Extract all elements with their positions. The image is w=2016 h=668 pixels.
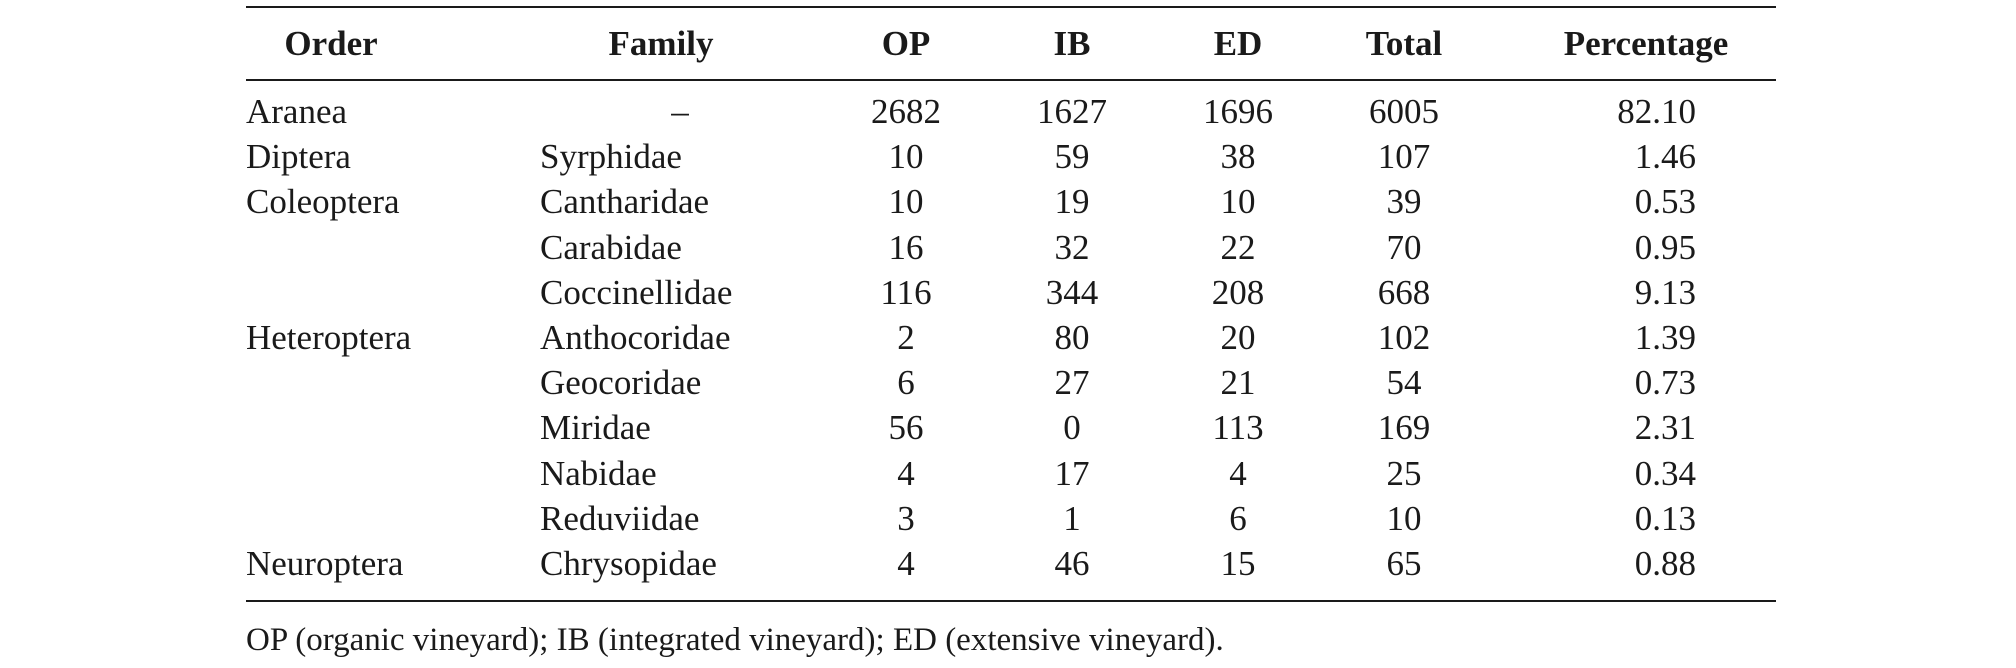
cell-percentage: 1.46: [1634, 137, 1696, 176]
table-row: Coleoptera Cantharidae 10 19 10 39 0.53: [246, 180, 1776, 225]
header-op: OP: [881, 24, 931, 63]
cell-ib: 344: [1045, 273, 1099, 312]
table-row: Nabidae 4 17 4 25 0.34: [246, 452, 1776, 497]
cell-family: Coccinellidae: [540, 273, 733, 312]
table-row: Aranea – 2682 1627 1696 6005 82.10: [246, 90, 1776, 135]
cell-ib: 32: [1054, 228, 1090, 267]
cell-ed: 113: [1212, 408, 1264, 447]
table-row: Reduviidae 3 1 6 10 0.13: [246, 497, 1776, 542]
table-row: Miridae 56 0 113 169 2.31: [246, 406, 1776, 451]
cell-percentage: 0.88: [1634, 544, 1696, 583]
cell-op: 2682: [871, 92, 941, 131]
cell-total: 39: [1386, 182, 1422, 221]
cell-total: 102: [1377, 318, 1431, 357]
table-header-row: Order Family OP IB ED Total Percentage: [246, 22, 1776, 66]
cell-ib: 59: [1054, 137, 1090, 176]
header-percentage: Percentage: [1563, 24, 1729, 63]
cell-total: 107: [1377, 137, 1431, 176]
cell-percentage: 82.10: [1617, 92, 1696, 131]
cell-op: 56: [888, 408, 924, 447]
header-ed: ED: [1213, 24, 1263, 63]
cell-ib: 1627: [1037, 92, 1107, 131]
cell-total: 54: [1386, 363, 1422, 402]
cell-op: 4: [897, 544, 915, 583]
cell-percentage: 0.13: [1634, 499, 1696, 538]
cell-percentage: 9.13: [1634, 273, 1696, 312]
table-row: Neuroptera Chrysopidae 4 46 15 65 0.88: [246, 542, 1776, 587]
cell-ib: 27: [1054, 363, 1090, 402]
cell-ed: 22: [1220, 228, 1256, 267]
cell-ed: 21: [1220, 363, 1256, 402]
table-top-rule: [246, 6, 1776, 8]
cell-family: Syrphidae: [540, 137, 682, 176]
cell-ed: 6: [1229, 499, 1247, 538]
cell-family: Carabidae: [540, 228, 682, 267]
cell-family: –: [671, 92, 689, 131]
header-total: Total: [1365, 24, 1443, 63]
cell-family: Chrysopidae: [540, 544, 717, 583]
cell-percentage: 1.39: [1634, 318, 1696, 357]
cell-op: 2: [897, 318, 915, 357]
cell-percentage: 0.34: [1634, 454, 1696, 493]
cell-family: Reduviidae: [540, 499, 700, 538]
cell-op: 3: [897, 499, 915, 538]
cell-order: Heteroptera: [246, 318, 412, 357]
cell-total: 169: [1377, 408, 1431, 447]
cell-ed: 208: [1211, 273, 1265, 312]
cell-order: Diptera: [246, 137, 351, 176]
cell-op: 6: [897, 363, 915, 402]
cell-ed: 10: [1220, 182, 1256, 221]
cell-op: 10: [888, 182, 924, 221]
cell-percentage: 0.73: [1634, 363, 1696, 402]
table-row: Carabidae 16 32 22 70 0.95: [246, 226, 1776, 271]
table-row: Heteroptera Anthocoridae 2 80 20 102 1.39: [246, 316, 1776, 361]
table-row: Diptera Syrphidae 10 59 38 107 1.46: [246, 135, 1776, 180]
cell-family: Anthocoridae: [540, 318, 731, 357]
table-header-rule: [246, 79, 1776, 81]
cell-order: Aranea: [246, 92, 348, 131]
cell-family: Geocoridae: [540, 363, 702, 402]
cell-total: 6005: [1369, 92, 1439, 131]
cell-order: Neuroptera: [246, 544, 404, 583]
cell-ed: 15: [1220, 544, 1256, 583]
cell-ib: 0: [1063, 408, 1081, 447]
cell-ed: 20: [1220, 318, 1256, 357]
header-family: Family: [608, 24, 714, 63]
cell-percentage: 2.31: [1634, 408, 1696, 447]
cell-total: 25: [1386, 454, 1422, 493]
cell-ib: 19: [1054, 182, 1090, 221]
table-footnote: OP (organic vineyard); IB (integrated vi…: [246, 622, 1224, 658]
header-ib: IB: [1053, 24, 1091, 63]
cell-ib: 46: [1054, 544, 1090, 583]
cell-ib: 80: [1054, 318, 1090, 357]
table-bottom-rule: [246, 600, 1776, 602]
cell-ed: 38: [1220, 137, 1256, 176]
cell-op: 4: [897, 454, 915, 493]
cell-order: Coleoptera: [246, 182, 400, 221]
cell-total: 70: [1386, 228, 1422, 267]
cell-percentage: 0.95: [1634, 228, 1696, 267]
table-row: Coccinellidae 116 344 208 668 9.13: [246, 271, 1776, 316]
cell-total: 10: [1386, 499, 1422, 538]
cell-family: Miridae: [540, 408, 651, 447]
cell-total: 65: [1386, 544, 1422, 583]
table-row: Geocoridae 6 27 21 54 0.73: [246, 361, 1776, 406]
cell-ed: 4: [1229, 454, 1247, 493]
cell-percentage: 0.53: [1634, 182, 1696, 221]
cell-op: 10: [888, 137, 924, 176]
cell-ib: 17: [1054, 454, 1090, 493]
cell-ib: 1: [1063, 499, 1081, 538]
cell-family: Nabidae: [540, 454, 657, 493]
cell-total: 668: [1377, 273, 1431, 312]
cell-ed: 1696: [1203, 92, 1273, 131]
cell-op: 116: [880, 273, 932, 312]
header-order: Order: [284, 24, 378, 63]
cell-op: 16: [888, 228, 924, 267]
cell-family: Cantharidae: [540, 182, 710, 221]
